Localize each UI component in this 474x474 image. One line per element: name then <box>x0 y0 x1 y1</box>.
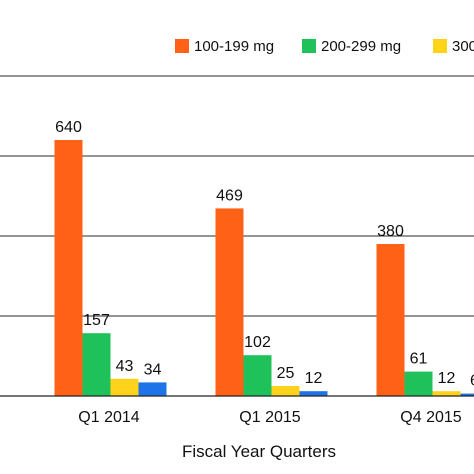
bar <box>215 208 244 396</box>
data-labels: 640 469 380 157 102 61 43 25 12 34 12 6 <box>55 119 474 390</box>
bar <box>54 140 83 396</box>
legend-swatch <box>302 39 316 53</box>
legend-swatch <box>175 39 189 53</box>
bar <box>460 393 474 396</box>
data-label: 12 <box>438 370 456 387</box>
bar <box>299 391 328 396</box>
legend-label: 100-199 mg <box>194 37 275 55</box>
bar <box>376 244 405 396</box>
x-tick-label: Q1 2014 <box>78 409 139 426</box>
x-tick-label: Q1 2015 <box>239 409 300 426</box>
x-tick-labels: Q1 2014 Q1 2015 Q4 2015 <box>78 409 461 426</box>
data-label: 640 <box>55 119 82 136</box>
bars <box>54 140 474 396</box>
bar <box>138 382 167 396</box>
data-label: 25 <box>277 365 295 382</box>
data-label: 12 <box>305 370 323 387</box>
legend-item: 300 <box>433 36 474 56</box>
data-label: 157 <box>83 312 110 329</box>
bar <box>271 386 300 396</box>
legend-label: 200-299 mg <box>321 37 402 55</box>
data-label: 34 <box>144 361 162 378</box>
bar <box>110 378 139 396</box>
legend-item: 100-199 mg <box>175 36 274 56</box>
data-label: 6 <box>470 373 474 390</box>
x-axis-title: Fiscal Year Quarters <box>182 442 336 461</box>
legend-label: 300 <box>452 37 474 55</box>
data-label: 61 <box>410 351 428 368</box>
data-label: 380 <box>377 223 404 240</box>
bar <box>82 333 111 396</box>
bar <box>404 371 433 396</box>
legend-swatch <box>433 39 447 53</box>
legend-item: 200-299 mg <box>302 36 401 56</box>
data-label: 43 <box>116 358 134 375</box>
x-tick-label: Q4 2015 <box>400 409 461 426</box>
data-label: 102 <box>244 334 271 351</box>
bar <box>432 391 461 396</box>
bar <box>243 355 272 396</box>
data-label: 469 <box>216 187 243 204</box>
